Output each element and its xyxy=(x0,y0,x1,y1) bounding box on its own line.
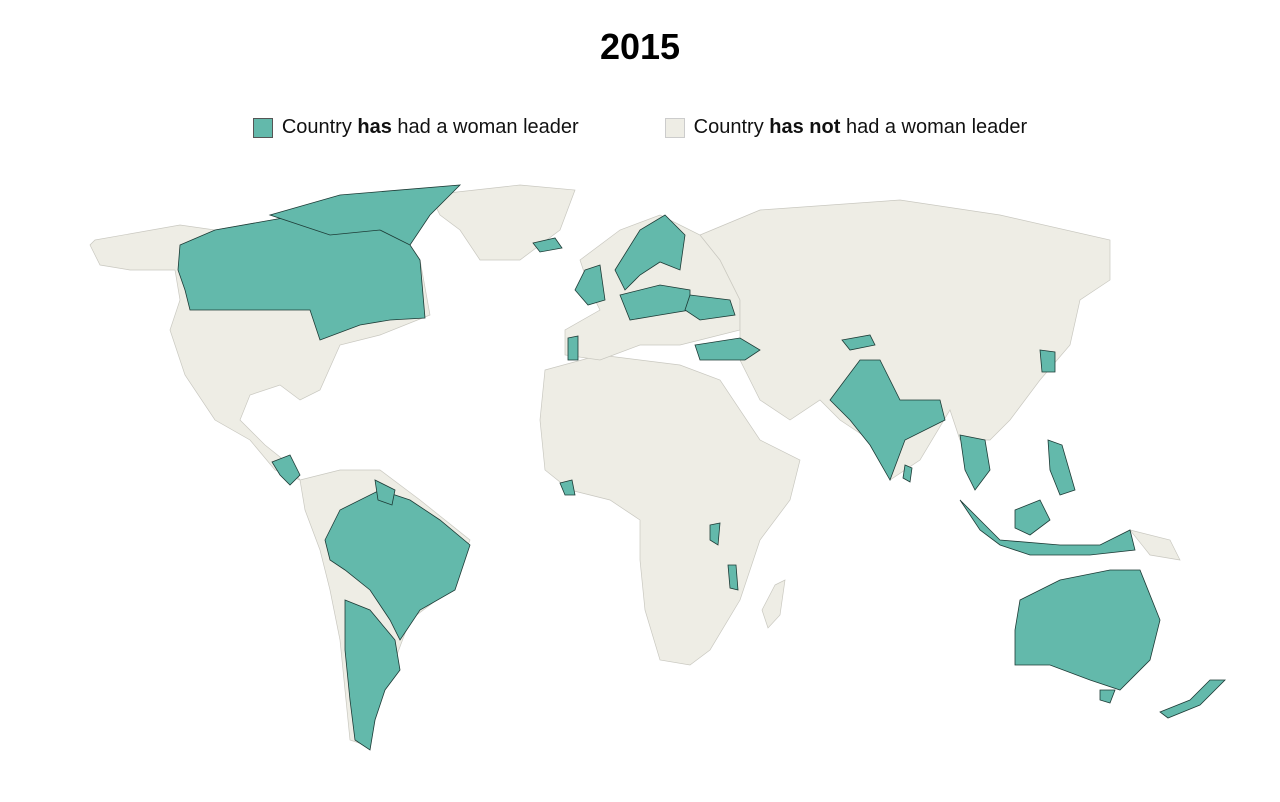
tasmania xyxy=(1099,689,1116,704)
uk-ireland xyxy=(574,264,606,306)
argentina-chile xyxy=(344,599,401,751)
borneo xyxy=(1014,499,1051,536)
central-america xyxy=(271,454,301,486)
kyrgyzstan xyxy=(841,334,876,351)
map-title: 2015 xyxy=(599,26,681,67)
greenland xyxy=(429,184,576,261)
iceland xyxy=(532,237,563,253)
australia xyxy=(1014,569,1161,691)
new-zealand xyxy=(1159,679,1226,719)
sri-lanka xyxy=(902,464,913,483)
indonesia xyxy=(959,499,1136,556)
legend: Country has had a woman leader Country h… xyxy=(0,116,1280,139)
rwanda-burundi xyxy=(709,522,721,546)
guyana xyxy=(374,479,396,506)
legend-item-has-not: Country has not had a woman leader xyxy=(664,116,1028,139)
papua-new-guinea xyxy=(1129,529,1181,561)
legend-item-has: Country has had a woman leader xyxy=(252,116,579,139)
ukraine xyxy=(684,294,736,321)
madagascar xyxy=(761,579,786,629)
scandinavia xyxy=(614,214,686,291)
canada-arctic-islands xyxy=(268,184,462,246)
india-pakistan xyxy=(829,359,946,481)
turkey xyxy=(694,337,761,361)
malawi xyxy=(727,564,739,591)
legend-label-has: Country has had a woman leader xyxy=(281,116,579,138)
portugal xyxy=(567,335,579,361)
philippines xyxy=(1047,439,1076,496)
africa xyxy=(539,354,801,666)
south-korea xyxy=(1039,349,1056,373)
liberia xyxy=(559,479,576,496)
legend-swatch-has xyxy=(252,117,273,138)
legend-swatch-has-not xyxy=(664,117,685,138)
legend-label-has-not: Country has not had a woman leader xyxy=(693,116,1028,138)
thailand-myanmar xyxy=(959,434,991,491)
